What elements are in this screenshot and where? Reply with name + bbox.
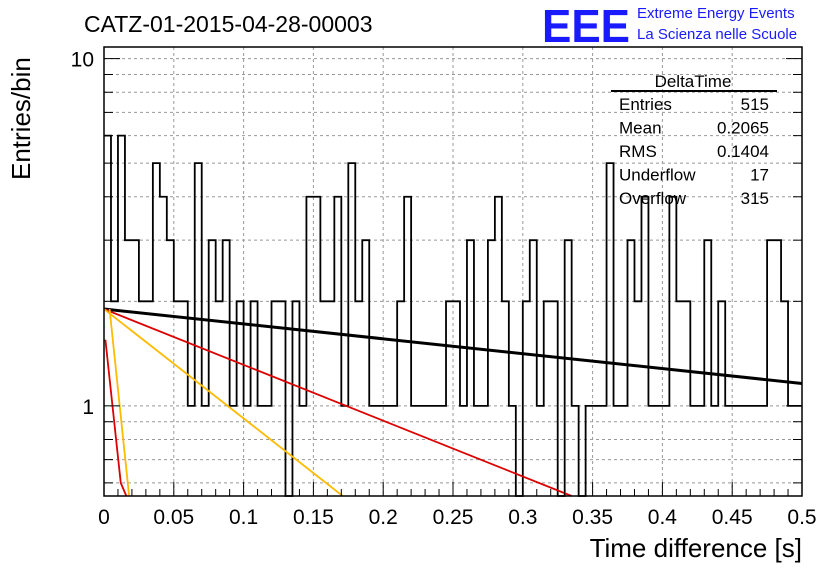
stats-rows: Entries 515 Mean 0.2065 RMS 0.1404 Underflow 17… bbox=[619, 95, 769, 208]
x-tick-label: 0.3 bbox=[508, 506, 537, 529]
eee-logo-text: EEE bbox=[542, 0, 630, 52]
chart-title: CATZ-01-2015-04-28-00003 bbox=[84, 11, 373, 37]
y-tick-label: 1 bbox=[82, 396, 94, 419]
y-tick-label: 10 bbox=[71, 49, 94, 72]
stats-label-rms: RMS bbox=[619, 142, 657, 161]
x-tick-label: 0.15 bbox=[293, 506, 334, 529]
stats-label-entries: Entries bbox=[619, 95, 672, 114]
x-tick-labels: 0 0.05 0.1 0.15 0.2 0.25 0.3 0.35 0.4 0.45 0.5 bbox=[98, 506, 816, 529]
x-tick-label: 0.4 bbox=[648, 506, 678, 529]
stats-value-mean: 0.2065 bbox=[717, 119, 769, 138]
stats-value-entries: 515 bbox=[741, 95, 769, 114]
stats-value-underflow: 17 bbox=[750, 166, 769, 185]
x-tick-label: 0.05 bbox=[153, 506, 194, 529]
axis-ticks bbox=[103, 58, 803, 496]
fit-curve-2 bbox=[103, 308, 572, 497]
eee-logo: EEE Extreme Energy Events La Scienza nel… bbox=[542, 0, 797, 52]
x-tick-label: 0.1 bbox=[229, 506, 258, 529]
x-tick-label: 0.5 bbox=[787, 506, 816, 529]
histogram-outline bbox=[104, 134, 802, 497]
fit-curve-4 bbox=[104, 339, 128, 497]
x-tick-label: 0 bbox=[98, 506, 110, 529]
fit-curves bbox=[103, 307, 803, 497]
x-tick-label: 0.25 bbox=[433, 506, 474, 529]
stats-name: DeltaTime bbox=[655, 72, 732, 91]
x-tick-label: 0.45 bbox=[712, 506, 753, 529]
x-tick-label: 0.35 bbox=[572, 506, 613, 529]
histogram-bars bbox=[104, 134, 802, 497]
stats-label-mean: Mean bbox=[619, 119, 662, 138]
x-axis-label: Time difference [s] bbox=[590, 533, 802, 563]
logo-line-1: Extreme Energy Events bbox=[637, 5, 795, 22]
logo-line-2: La Scienza nelle Scuole bbox=[637, 26, 797, 43]
stats-label-overflow: Overflow bbox=[619, 189, 687, 208]
stats-box: DeltaTime Entries 515 Mean 0.2065 RMS 0.1404 U… bbox=[611, 72, 777, 208]
y-tick-labels: 1 10 bbox=[71, 49, 94, 419]
stats-value-overflow: 315 bbox=[741, 189, 769, 208]
y-axis-label: Entries/bin bbox=[6, 57, 36, 180]
stats-value-rms: 0.1404 bbox=[717, 142, 769, 161]
fit-curve-1 bbox=[103, 307, 803, 385]
fit-curve-5 bbox=[108, 308, 131, 497]
stats-label-underflow: Underflow bbox=[619, 166, 696, 185]
x-tick-label: 0.2 bbox=[369, 506, 398, 529]
fit-curve-3 bbox=[103, 308, 344, 497]
